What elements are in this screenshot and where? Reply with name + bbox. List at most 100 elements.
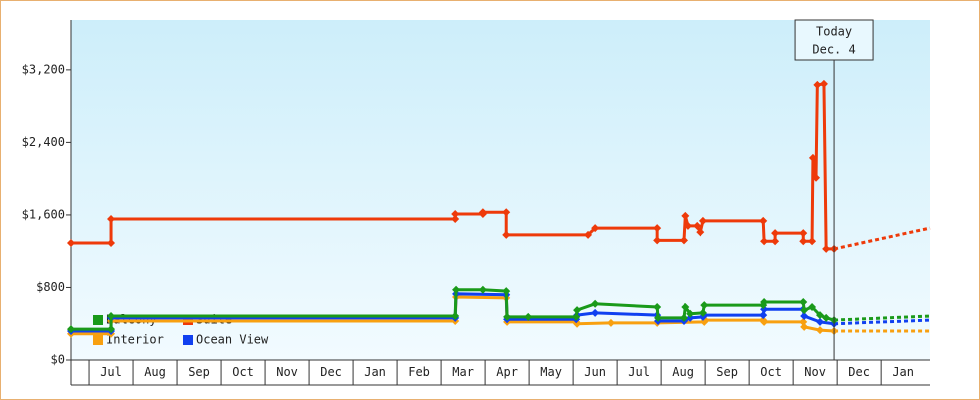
today-label: Today bbox=[816, 25, 852, 39]
x-tick-label: Sep bbox=[716, 365, 738, 379]
today-box bbox=[794, 19, 874, 61]
price-point bbox=[653, 302, 662, 311]
price-point bbox=[808, 302, 817, 311]
price-point bbox=[502, 208, 511, 217]
price-point bbox=[502, 230, 511, 239]
price-point bbox=[815, 317, 824, 326]
price-point bbox=[681, 302, 690, 311]
price-point bbox=[107, 239, 116, 248]
price-point bbox=[686, 309, 695, 318]
price-point bbox=[67, 325, 75, 334]
price-point bbox=[812, 173, 821, 182]
x-tick-label: Aug bbox=[144, 365, 166, 379]
x-tick-label: Aug bbox=[672, 365, 694, 379]
price-point bbox=[680, 313, 689, 322]
forecast-line bbox=[834, 318, 931, 326]
forecast-line bbox=[834, 314, 931, 322]
price-point bbox=[107, 215, 116, 224]
price-point bbox=[524, 312, 533, 321]
y-tick-label: $0 bbox=[51, 353, 65, 367]
price-point bbox=[760, 237, 769, 246]
price-point bbox=[107, 325, 116, 334]
price-point bbox=[107, 312, 116, 321]
x-tick-label: Apr bbox=[496, 365, 518, 379]
x-tick-label: Nov bbox=[804, 365, 826, 379]
price-point bbox=[700, 301, 709, 310]
price-point bbox=[452, 285, 461, 294]
x-tick-label: Sep bbox=[188, 365, 210, 379]
price-point bbox=[808, 153, 817, 162]
price-point bbox=[799, 229, 808, 238]
x-tick-label: Feb bbox=[408, 365, 430, 379]
price-point bbox=[680, 236, 689, 245]
price-point bbox=[478, 285, 487, 294]
price-point bbox=[759, 311, 768, 320]
price-point bbox=[451, 215, 460, 224]
price-point bbox=[698, 216, 707, 225]
x-tick-label: Jan bbox=[364, 365, 386, 379]
price-point bbox=[759, 216, 768, 225]
price-point bbox=[653, 236, 662, 245]
price-point bbox=[800, 322, 809, 331]
price-point bbox=[760, 297, 769, 306]
x-tick-label: Oct bbox=[232, 365, 254, 379]
price-point bbox=[591, 299, 600, 308]
y-tick-label: $2,400 bbox=[22, 135, 65, 149]
x-tick-label: Jun bbox=[584, 365, 606, 379]
price-point bbox=[584, 230, 593, 239]
price-point bbox=[822, 313, 831, 322]
price-point bbox=[799, 297, 808, 306]
today-label: Dec. 4 bbox=[812, 43, 855, 57]
price-point bbox=[696, 228, 705, 237]
x-tick-label: May bbox=[540, 365, 562, 379]
x-tick-label: Mar bbox=[452, 365, 474, 379]
price-point bbox=[819, 79, 828, 88]
price-point bbox=[478, 208, 487, 217]
price-point bbox=[822, 244, 831, 253]
price-point bbox=[799, 317, 808, 326]
price-point bbox=[800, 306, 809, 315]
x-tick-label: Dec bbox=[320, 365, 342, 379]
price-point bbox=[813, 80, 822, 89]
y-tick-label: $800 bbox=[36, 280, 65, 294]
y-tick-label: $3,200 bbox=[22, 62, 65, 76]
x-tick-label: Oct bbox=[760, 365, 782, 379]
price-point bbox=[760, 317, 769, 326]
price-point bbox=[653, 224, 662, 233]
price-point bbox=[67, 239, 75, 248]
x-tick-label: Nov bbox=[276, 365, 298, 379]
price-point bbox=[815, 326, 824, 335]
price-point bbox=[451, 210, 460, 219]
price-point bbox=[800, 312, 809, 321]
x-tick-label: Jul bbox=[100, 365, 122, 379]
price-point bbox=[502, 287, 511, 296]
legend-swatch bbox=[183, 335, 193, 345]
price-point bbox=[686, 313, 695, 322]
legend-swatch bbox=[93, 335, 103, 345]
price-point bbox=[573, 306, 582, 315]
price-point bbox=[799, 237, 808, 246]
price-point bbox=[771, 237, 780, 246]
y-tick-label: $1,600 bbox=[22, 207, 65, 221]
forecast-line bbox=[833, 226, 931, 251]
price-point bbox=[681, 211, 690, 220]
price-point bbox=[683, 221, 692, 230]
price-point bbox=[815, 311, 824, 320]
price-point bbox=[654, 313, 663, 322]
price-point bbox=[451, 312, 460, 321]
price-point bbox=[503, 312, 512, 321]
legend-label: Ocean View bbox=[196, 333, 269, 347]
x-tick-label: Dec bbox=[848, 365, 870, 379]
price-point bbox=[698, 308, 707, 317]
legend-label: Interior bbox=[106, 333, 164, 347]
legend-swatch bbox=[93, 315, 103, 325]
price-point bbox=[771, 229, 780, 238]
price-point bbox=[808, 237, 817, 246]
price-point bbox=[591, 308, 600, 317]
x-tick-label: Jan bbox=[892, 365, 914, 379]
price-point bbox=[606, 318, 615, 327]
x-tick-label: Jul bbox=[628, 365, 650, 379]
price-point bbox=[591, 224, 600, 233]
price-point bbox=[693, 221, 702, 230]
